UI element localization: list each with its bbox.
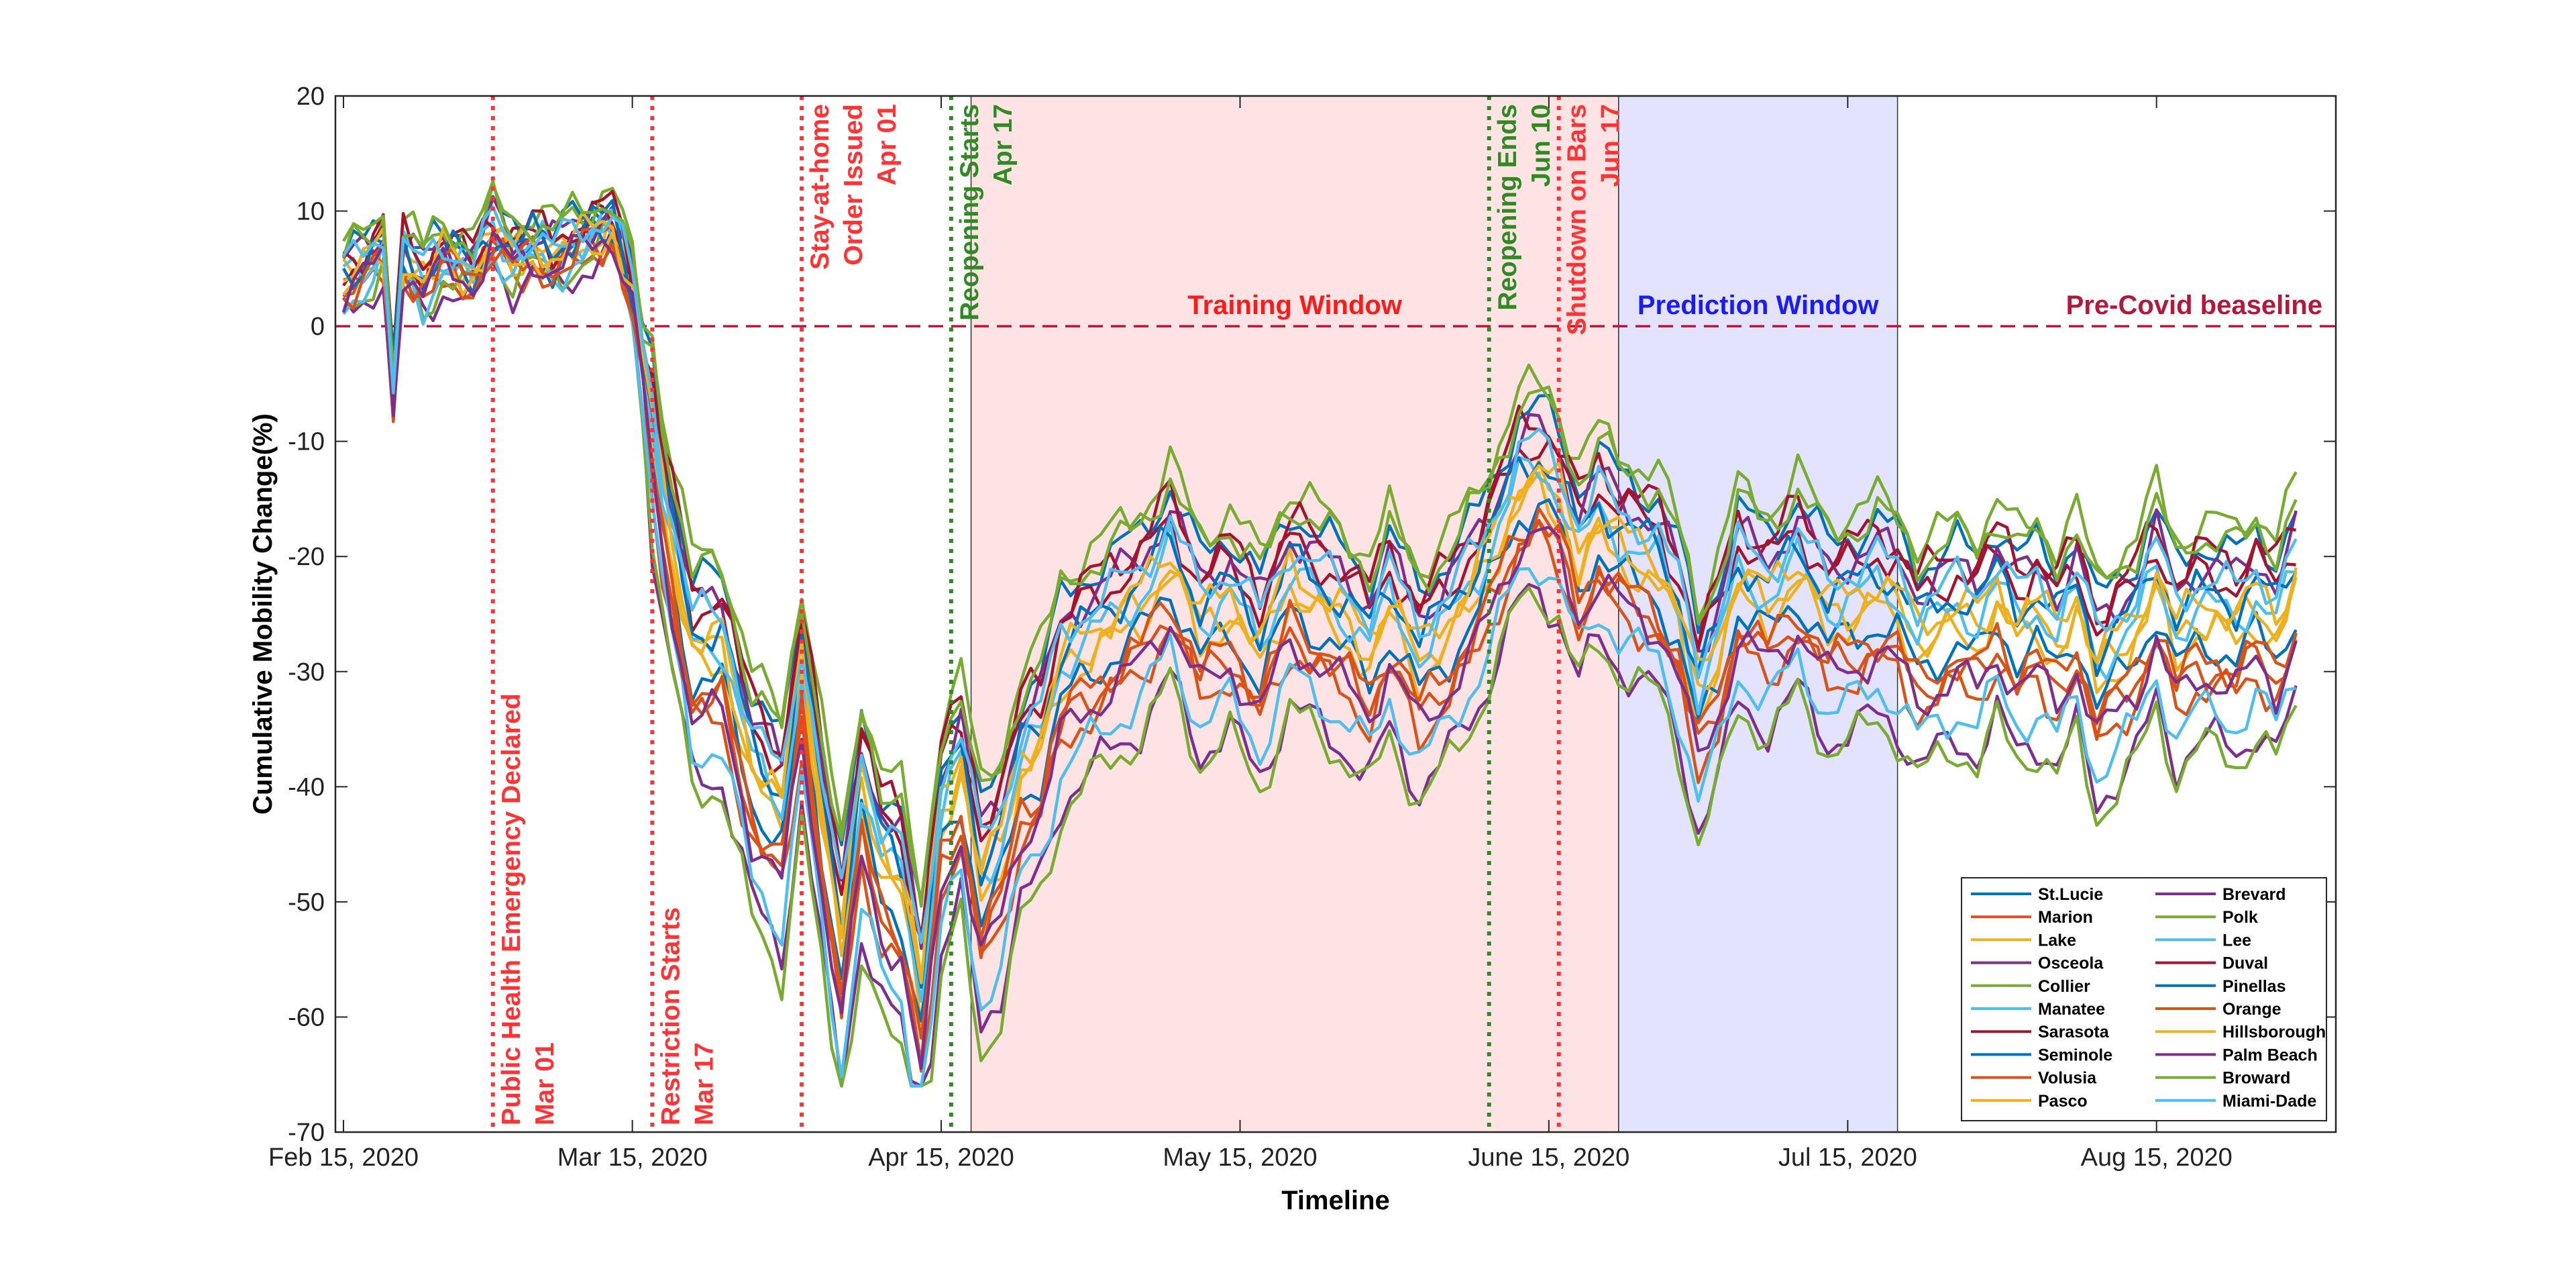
- event-label: Public Health Emergency Declared: [497, 693, 526, 1125]
- event-label: Jun 10: [1527, 104, 1556, 187]
- event-label: Order Issued: [839, 104, 868, 266]
- y-tick-label: 20: [297, 83, 325, 111]
- training-window-label: Training Window: [1187, 291, 1402, 320]
- x-tick-label: Mar 15, 2020: [557, 1144, 708, 1172]
- legend-label: Palm Beach: [2222, 1046, 2318, 1064]
- baseline-label: Pre-Covid beaseline: [2066, 291, 2322, 320]
- event-label: Reopening Starts: [955, 104, 984, 321]
- event-label: Shutdown on Bars: [1563, 104, 1592, 336]
- series-line-palm-beach: [341, 230, 2298, 1070]
- legend: St.Lucie Marion Lake Osceola Collier Manatee S…: [1961, 877, 2327, 1121]
- x-axis-title: Timeline: [1281, 1186, 1390, 1215]
- legend-label: Brevard: [2222, 885, 2286, 904]
- series-line-orange: [342, 223, 2298, 1066]
- legend-label: Pasco: [2038, 1092, 2088, 1111]
- legend-label: Seminole: [2038, 1046, 2112, 1064]
- prediction-window-label: Prediction Window: [1638, 291, 1880, 320]
- x-tick-label: Aug 15, 2020: [2081, 1144, 2233, 1172]
- event-label: Apr 17: [989, 104, 1018, 185]
- series-line-pinellas: [342, 199, 2298, 989]
- legend-label: Duval: [2222, 954, 2268, 973]
- event-label: Jun 17: [1597, 104, 1625, 187]
- legend-label: Volusia: [2038, 1069, 2097, 1088]
- event-label: Apr 01: [873, 104, 902, 185]
- legend-label: Pinellas: [2222, 977, 2286, 996]
- y-tick-label: -70: [288, 1119, 325, 1147]
- plot-frame: [334, 95, 2337, 1133]
- y-tick-label: 0: [311, 313, 325, 341]
- y-tick-label: -10: [288, 428, 325, 456]
- series-line-duval: [342, 190, 2297, 939]
- y-tick-label: -40: [288, 773, 325, 801]
- legend-label: Lake: [2038, 931, 2076, 950]
- county-series-lines: [341, 179, 2298, 1088]
- legend-label: Marion: [2038, 908, 2093, 927]
- event-markers: [490, 96, 1561, 1132]
- y-tick-label: 10: [297, 198, 325, 226]
- x-tick-label: Apr 15, 2020: [868, 1144, 1014, 1172]
- legend-label: Polk: [2222, 908, 2258, 927]
- x-tick-label: Feb 15, 2020: [268, 1144, 419, 1172]
- y-tick-label: -50: [288, 889, 325, 917]
- legend-label: Collier: [2038, 977, 2090, 996]
- event-label: Reopening Ends: [1493, 104, 1522, 311]
- event-label: Restriction Starts: [656, 907, 685, 1125]
- series-line-broward: [341, 183, 2298, 902]
- axes-ticks: [335, 95, 2336, 1133]
- legend-label: Osceola: [2038, 954, 2104, 973]
- event-label: Stay-at-home: [806, 104, 835, 270]
- legend-label: Lee: [2222, 931, 2251, 950]
- y-axis-title: Cumulative Mobility Change(%): [248, 413, 278, 815]
- x-tick-label: May 15, 2020: [1163, 1144, 1317, 1172]
- x-tick-label: Jul 15, 2020: [1778, 1144, 1917, 1172]
- legend-label: Hillsborough: [2222, 1023, 2326, 1042]
- event-label: Mar 17: [690, 1042, 718, 1125]
- y-tick-label: -60: [288, 1003, 325, 1031]
- legend-label: Orange: [2222, 1000, 2282, 1019]
- y-tick-label: -30: [288, 658, 325, 687]
- legend-label: Manatee: [2038, 1000, 2105, 1019]
- legend-label: Broward: [2222, 1069, 2290, 1088]
- legend-label: St.Lucie: [2038, 885, 2103, 904]
- legend-label: Sarasota: [2038, 1023, 2110, 1042]
- legend-box: [1961, 877, 2327, 1121]
- legend-label: Miami-Dade: [2222, 1092, 2316, 1111]
- event-label: Mar 01: [531, 1042, 559, 1125]
- x-tick-label: June 15, 2020: [1468, 1144, 1629, 1172]
- series-line-collier: [343, 222, 2298, 1088]
- y-tick-label: -20: [288, 543, 325, 571]
- series-line-miami-dade: [342, 205, 2298, 945]
